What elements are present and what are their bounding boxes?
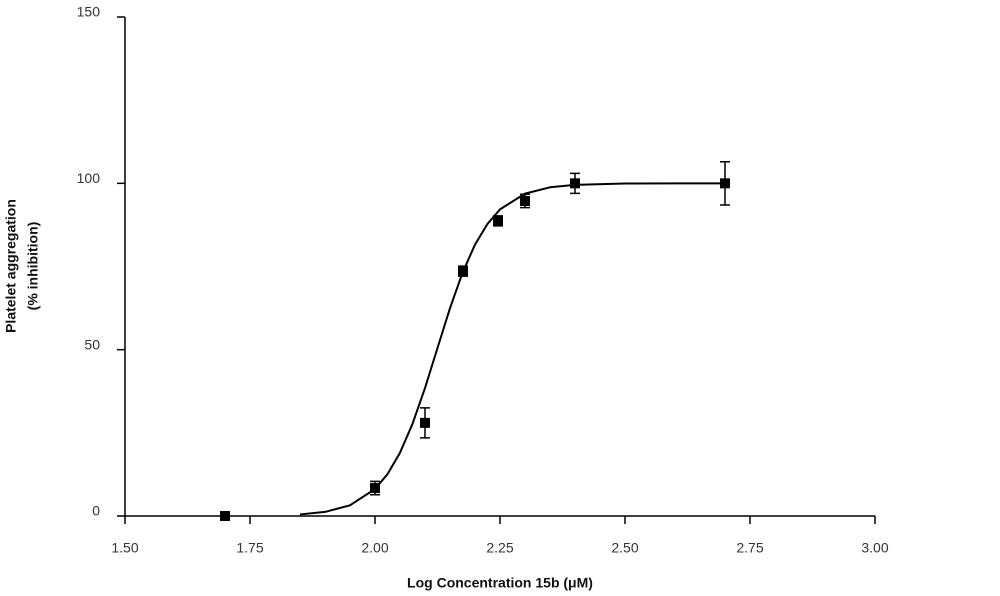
point	[520, 195, 530, 206]
y-tick-label: 150	[77, 4, 101, 20]
x-tick-label: 2.75	[736, 540, 763, 556]
x-tick-label: 3.00	[861, 540, 888, 556]
x-tick-label: 1.75	[236, 540, 263, 556]
y-tick-label: 100	[77, 170, 101, 186]
point	[370, 483, 380, 494]
point	[220, 511, 230, 521]
point	[570, 178, 580, 189]
x-tick-label: 1.50	[111, 540, 138, 556]
y-tick-label: 0	[92, 503, 100, 519]
point	[420, 417, 430, 428]
x-tick-label: 2.50	[611, 540, 638, 556]
point	[720, 178, 730, 189]
y-tick-label: 50	[84, 336, 100, 352]
y-axis-title: Platelet aggregation	[3, 199, 19, 333]
fit-curve	[299, 182, 726, 516]
x-tick-label: 2.00	[361, 540, 388, 556]
y-axis-title-group: Platelet aggregation (% inhibition)	[3, 199, 41, 333]
y-axis-title: (% inhibition)	[25, 222, 41, 311]
x-tick-label: 2.25	[486, 540, 513, 556]
x-axis-title: Log Concentration 15b (μM)	[407, 575, 593, 591]
point	[493, 215, 503, 226]
point	[458, 266, 468, 277]
